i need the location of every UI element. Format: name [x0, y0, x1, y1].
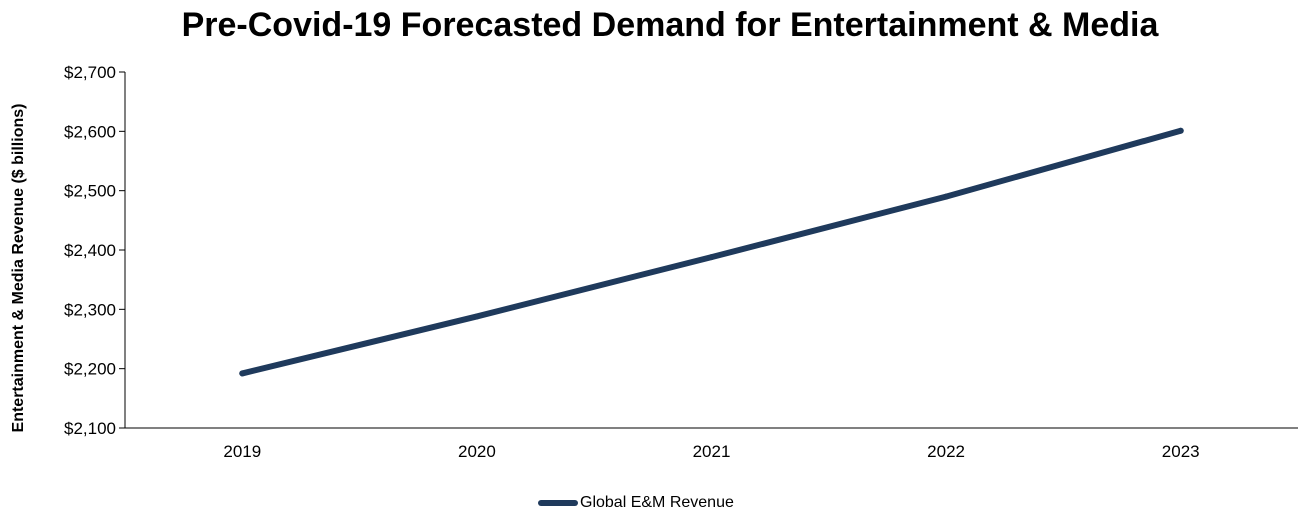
- legend-swatch: [538, 500, 578, 506]
- y-tick-label: $2,300: [64, 300, 116, 319]
- y-tick-label: $2,100: [64, 419, 116, 438]
- data-point: [1177, 127, 1184, 134]
- y-ticks: $2,100 $2,200 $2,300 $2,400 $2,500 $2,600 $2,7…: [64, 63, 125, 438]
- x-ticks: 2019 2020 2021 2022 2023: [223, 442, 1199, 461]
- data-point: [239, 370, 246, 377]
- data-point: [473, 313, 480, 320]
- series-line-global-em-revenue: [239, 127, 1184, 377]
- legend: Global E&M Revenue: [538, 494, 734, 512]
- x-tick-label: 2022: [927, 442, 965, 461]
- y-tick-label: $2,600: [64, 122, 116, 141]
- y-tick-label: $2,200: [64, 360, 116, 379]
- legend-label: Global E&M Revenue: [580, 494, 734, 511]
- data-point: [708, 254, 715, 261]
- y-tick-label: $2,700: [64, 63, 116, 82]
- x-tick-label: 2019: [223, 442, 261, 461]
- chart-title: Pre-Covid-19 Forecasted Demand for Enter…: [181, 6, 1159, 44]
- y-axis-label: Entertainment & Media Revenue ($ billion…: [10, 104, 27, 433]
- x-tick-label: 2021: [693, 442, 731, 461]
- y-tick-label: $2,500: [64, 182, 116, 201]
- y-tick-label: $2,400: [64, 241, 116, 260]
- x-tick-label: 2020: [458, 442, 496, 461]
- x-tick-label: 2023: [1162, 442, 1200, 461]
- data-point: [943, 193, 950, 200]
- series-layer: [239, 127, 1184, 377]
- chart-axes: [124, 72, 1298, 429]
